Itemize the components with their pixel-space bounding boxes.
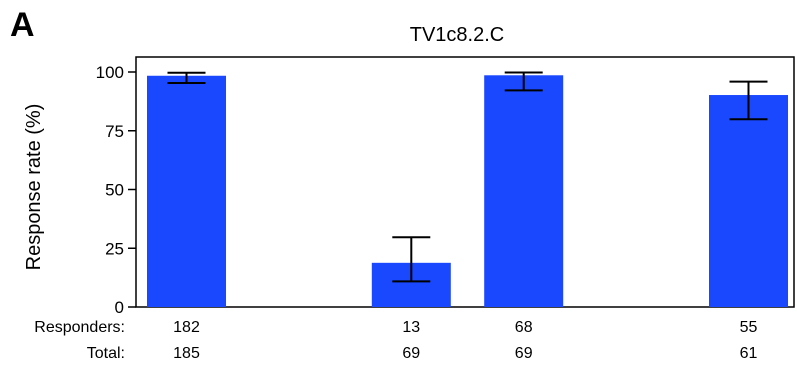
- y-tick-label: 75: [105, 122, 124, 141]
- y-tick-label: 100: [96, 63, 124, 82]
- chart-title: TV1c8.2.C: [410, 24, 504, 46]
- total-row-label: Total:: [87, 345, 125, 362]
- y-tick-label: 25: [105, 239, 124, 258]
- responders-count: 55: [740, 319, 758, 336]
- y-axis-ticks: 0 25 50 75 100: [96, 63, 136, 317]
- responders-count: 68: [515, 319, 533, 336]
- bar: [147, 75, 226, 307]
- error-bar-group: [167, 71, 768, 283]
- y-tick-label: 50: [105, 181, 124, 200]
- total-count: 185: [173, 345, 200, 362]
- bar: [484, 75, 564, 307]
- panel-label: A: [10, 6, 35, 44]
- responders-row-label: Responders:: [34, 319, 125, 336]
- total-count: 69: [402, 345, 420, 362]
- plot-frame: [135, 56, 795, 308]
- responders-count: 182: [173, 319, 200, 336]
- total-count: 69: [515, 345, 533, 362]
- total-count: 61: [740, 345, 758, 362]
- y-tick-label: 0: [115, 298, 124, 317]
- bar: [709, 95, 788, 307]
- count-labels: 182 185 13 69 68 69 55 61: [173, 319, 757, 362]
- y-axis-label: Response rate (%): [23, 104, 45, 271]
- bar-group: [147, 75, 788, 307]
- responders-count: 13: [402, 319, 420, 336]
